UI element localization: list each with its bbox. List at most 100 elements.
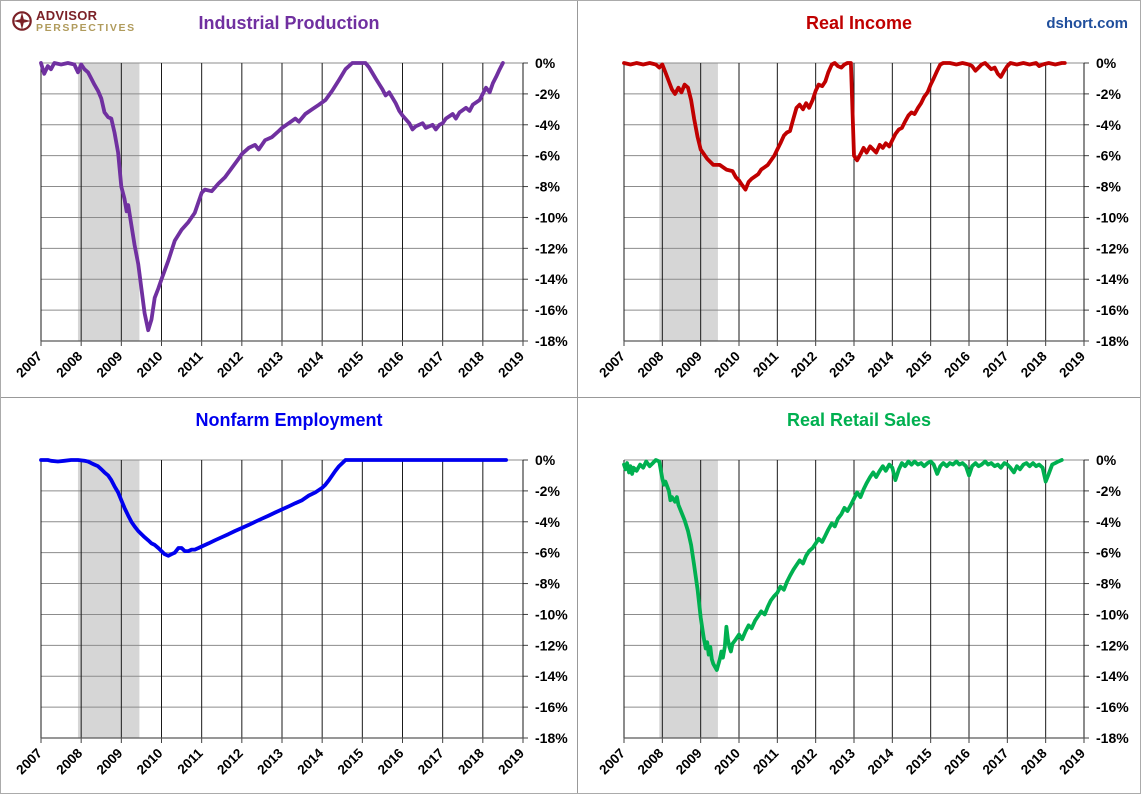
x-tick-label: 2008 xyxy=(635,348,667,380)
x-tick-label: 2010 xyxy=(134,746,166,778)
recession-band xyxy=(77,63,140,341)
x-tick-label: 2019 xyxy=(495,746,527,778)
panel-real-retail-sales: Real Retail Sales 0% -2% -4% -6% -8% -10% -12%… xyxy=(577,397,1140,793)
y-tick-label: -12% xyxy=(1096,240,1129,256)
x-tick-label: 2012 xyxy=(788,349,820,381)
y-tick-label: -10% xyxy=(535,209,568,225)
y-tick-label: -4% xyxy=(535,117,560,133)
y-tick-label: -2% xyxy=(535,483,560,499)
y-tick-label: 0% xyxy=(1096,55,1117,71)
y-tick-label: -16% xyxy=(1096,302,1129,318)
x-tick-label: 2015 xyxy=(335,348,367,380)
x-tick-label: 2009 xyxy=(94,746,126,778)
y-tick-label: -10% xyxy=(1096,209,1129,225)
y-tick-label: -8% xyxy=(1096,179,1121,195)
x-tick-label: 2009 xyxy=(94,349,126,381)
y-tick-label: -8% xyxy=(535,179,560,195)
y-tick-label: -12% xyxy=(535,637,568,653)
chart-canvas: 0%-2%-4%-6%-8%-10%-12%-14%-16%-18%2007 20… xyxy=(596,452,1129,778)
chart-title-real-income: Real Income xyxy=(805,13,913,33)
x-tick-label: 2018 xyxy=(455,348,487,380)
x-tick-label: 2014 xyxy=(865,348,897,380)
y-tick-label: -6% xyxy=(535,545,560,561)
x-tick-label: 2009 xyxy=(673,349,705,381)
panel-real-income: Real Income 0% -2% -4% -6% -8% -10% -12% -14% -1… xyxy=(577,1,1140,397)
panel-industrial-production: Industrial Production 0% -2% -4% -6% -8% -10%… xyxy=(1,1,577,397)
x-tick-label: 2011 xyxy=(174,745,206,777)
x-tick-label: 2011 xyxy=(750,348,782,380)
y-tick-label: -18% xyxy=(1096,730,1129,746)
x-tick-label: 2016 xyxy=(375,348,407,380)
series-line xyxy=(622,61,1067,192)
y-tick-label: -2% xyxy=(535,86,560,102)
x-tick-label: 2017 xyxy=(980,746,1012,778)
series-line xyxy=(622,458,1064,672)
x-tick-label: 2018 xyxy=(455,745,487,777)
logo-perspectives-text: PERSPECTIVES xyxy=(36,22,136,34)
y-tick-label: -16% xyxy=(1096,699,1129,715)
x-tick-label: 2011 xyxy=(750,745,782,777)
y-tick-label: 0% xyxy=(535,452,556,468)
recession-band xyxy=(659,63,718,341)
x-tick-label: 2015 xyxy=(335,745,367,777)
x-tick-label: 2008 xyxy=(635,745,667,777)
x-tick-label: 2014 xyxy=(294,745,326,777)
chart-canvas: 0%-2%-4%-6%-8%-10%-12%-14%-16%-18%2007 20… xyxy=(13,452,568,778)
x-tick-label: 2019 xyxy=(1056,349,1088,381)
y-tick-label: -14% xyxy=(535,668,568,684)
x-tick-label: 2019 xyxy=(495,349,527,381)
x-tick-label: 2012 xyxy=(788,746,820,778)
y-tick-label: -14% xyxy=(1096,271,1129,287)
x-tick-label: 2008 xyxy=(53,745,85,777)
y-tick-label: -16% xyxy=(535,302,568,318)
recession-band xyxy=(77,460,140,738)
y-tick-label: -8% xyxy=(535,576,560,592)
panel-nonfarm-employment: Nonfarm Employment 0% -2% -4% -6% -8% -10% -12… xyxy=(1,397,577,793)
y-tick-label: -8% xyxy=(1096,576,1121,592)
x-tick-label: 2013 xyxy=(826,745,858,777)
x-tick-label: 2011 xyxy=(174,348,206,380)
x-tick-label: 2007 xyxy=(13,746,45,778)
x-tick-label: 2016 xyxy=(375,745,407,777)
y-tick-label: -10% xyxy=(1096,606,1129,622)
y-tick-label: -18% xyxy=(1096,333,1129,349)
x-tick-label: 2016 xyxy=(941,348,973,380)
y-tick-label: 0% xyxy=(535,55,556,71)
x-tick-label: 2013 xyxy=(254,348,286,380)
x-tick-label: 2007 xyxy=(13,349,45,381)
y-tick-label: -2% xyxy=(1096,86,1121,102)
x-tick-label: 2014 xyxy=(294,348,326,380)
x-tick-label: 2018 xyxy=(1018,348,1050,380)
y-tick-label: -6% xyxy=(1096,545,1121,561)
x-tick-label: 2010 xyxy=(134,349,166,381)
y-tick-label: -18% xyxy=(535,730,568,746)
x-tick-label: 2019 xyxy=(1056,746,1088,778)
x-tick-label: 2016 xyxy=(941,745,973,777)
y-tick-label: -6% xyxy=(535,148,560,164)
x-tick-label: 2017 xyxy=(980,349,1012,381)
dshort-site-credit: dshort.com xyxy=(1046,15,1128,32)
series-line xyxy=(39,61,505,333)
x-tick-label: 2018 xyxy=(1018,745,1050,777)
chart-canvas: 0%-2%-4%-6%-8%-10%-12%-14%-16%-18%2007 20… xyxy=(13,55,568,381)
recession-band xyxy=(659,460,718,738)
y-tick-label: -2% xyxy=(1096,483,1121,499)
x-tick-label: 2012 xyxy=(214,349,246,381)
x-tick-label: 2007 xyxy=(596,746,628,778)
y-tick-label: -18% xyxy=(535,333,568,349)
x-tick-label: 2017 xyxy=(415,349,447,381)
x-tick-label: 2010 xyxy=(711,746,743,778)
y-tick-label: -12% xyxy=(535,240,568,256)
x-tick-label: 2015 xyxy=(903,745,935,777)
chart-title-nonfarm-employment: Nonfarm Employment xyxy=(195,410,383,430)
advisor-perspectives-logo: ADVISOR PERSPECTIVES xyxy=(11,9,136,34)
y-tick-label: -6% xyxy=(1096,148,1121,164)
y-tick-label: -16% xyxy=(535,699,568,715)
y-tick-label: -4% xyxy=(535,514,560,530)
y-tick-label: -14% xyxy=(1096,668,1129,684)
x-tick-label: 2013 xyxy=(826,348,858,380)
y-tick-label: 0% xyxy=(1096,452,1117,468)
y-tick-label: -4% xyxy=(1096,514,1121,530)
x-tick-label: 2007 xyxy=(596,349,628,381)
